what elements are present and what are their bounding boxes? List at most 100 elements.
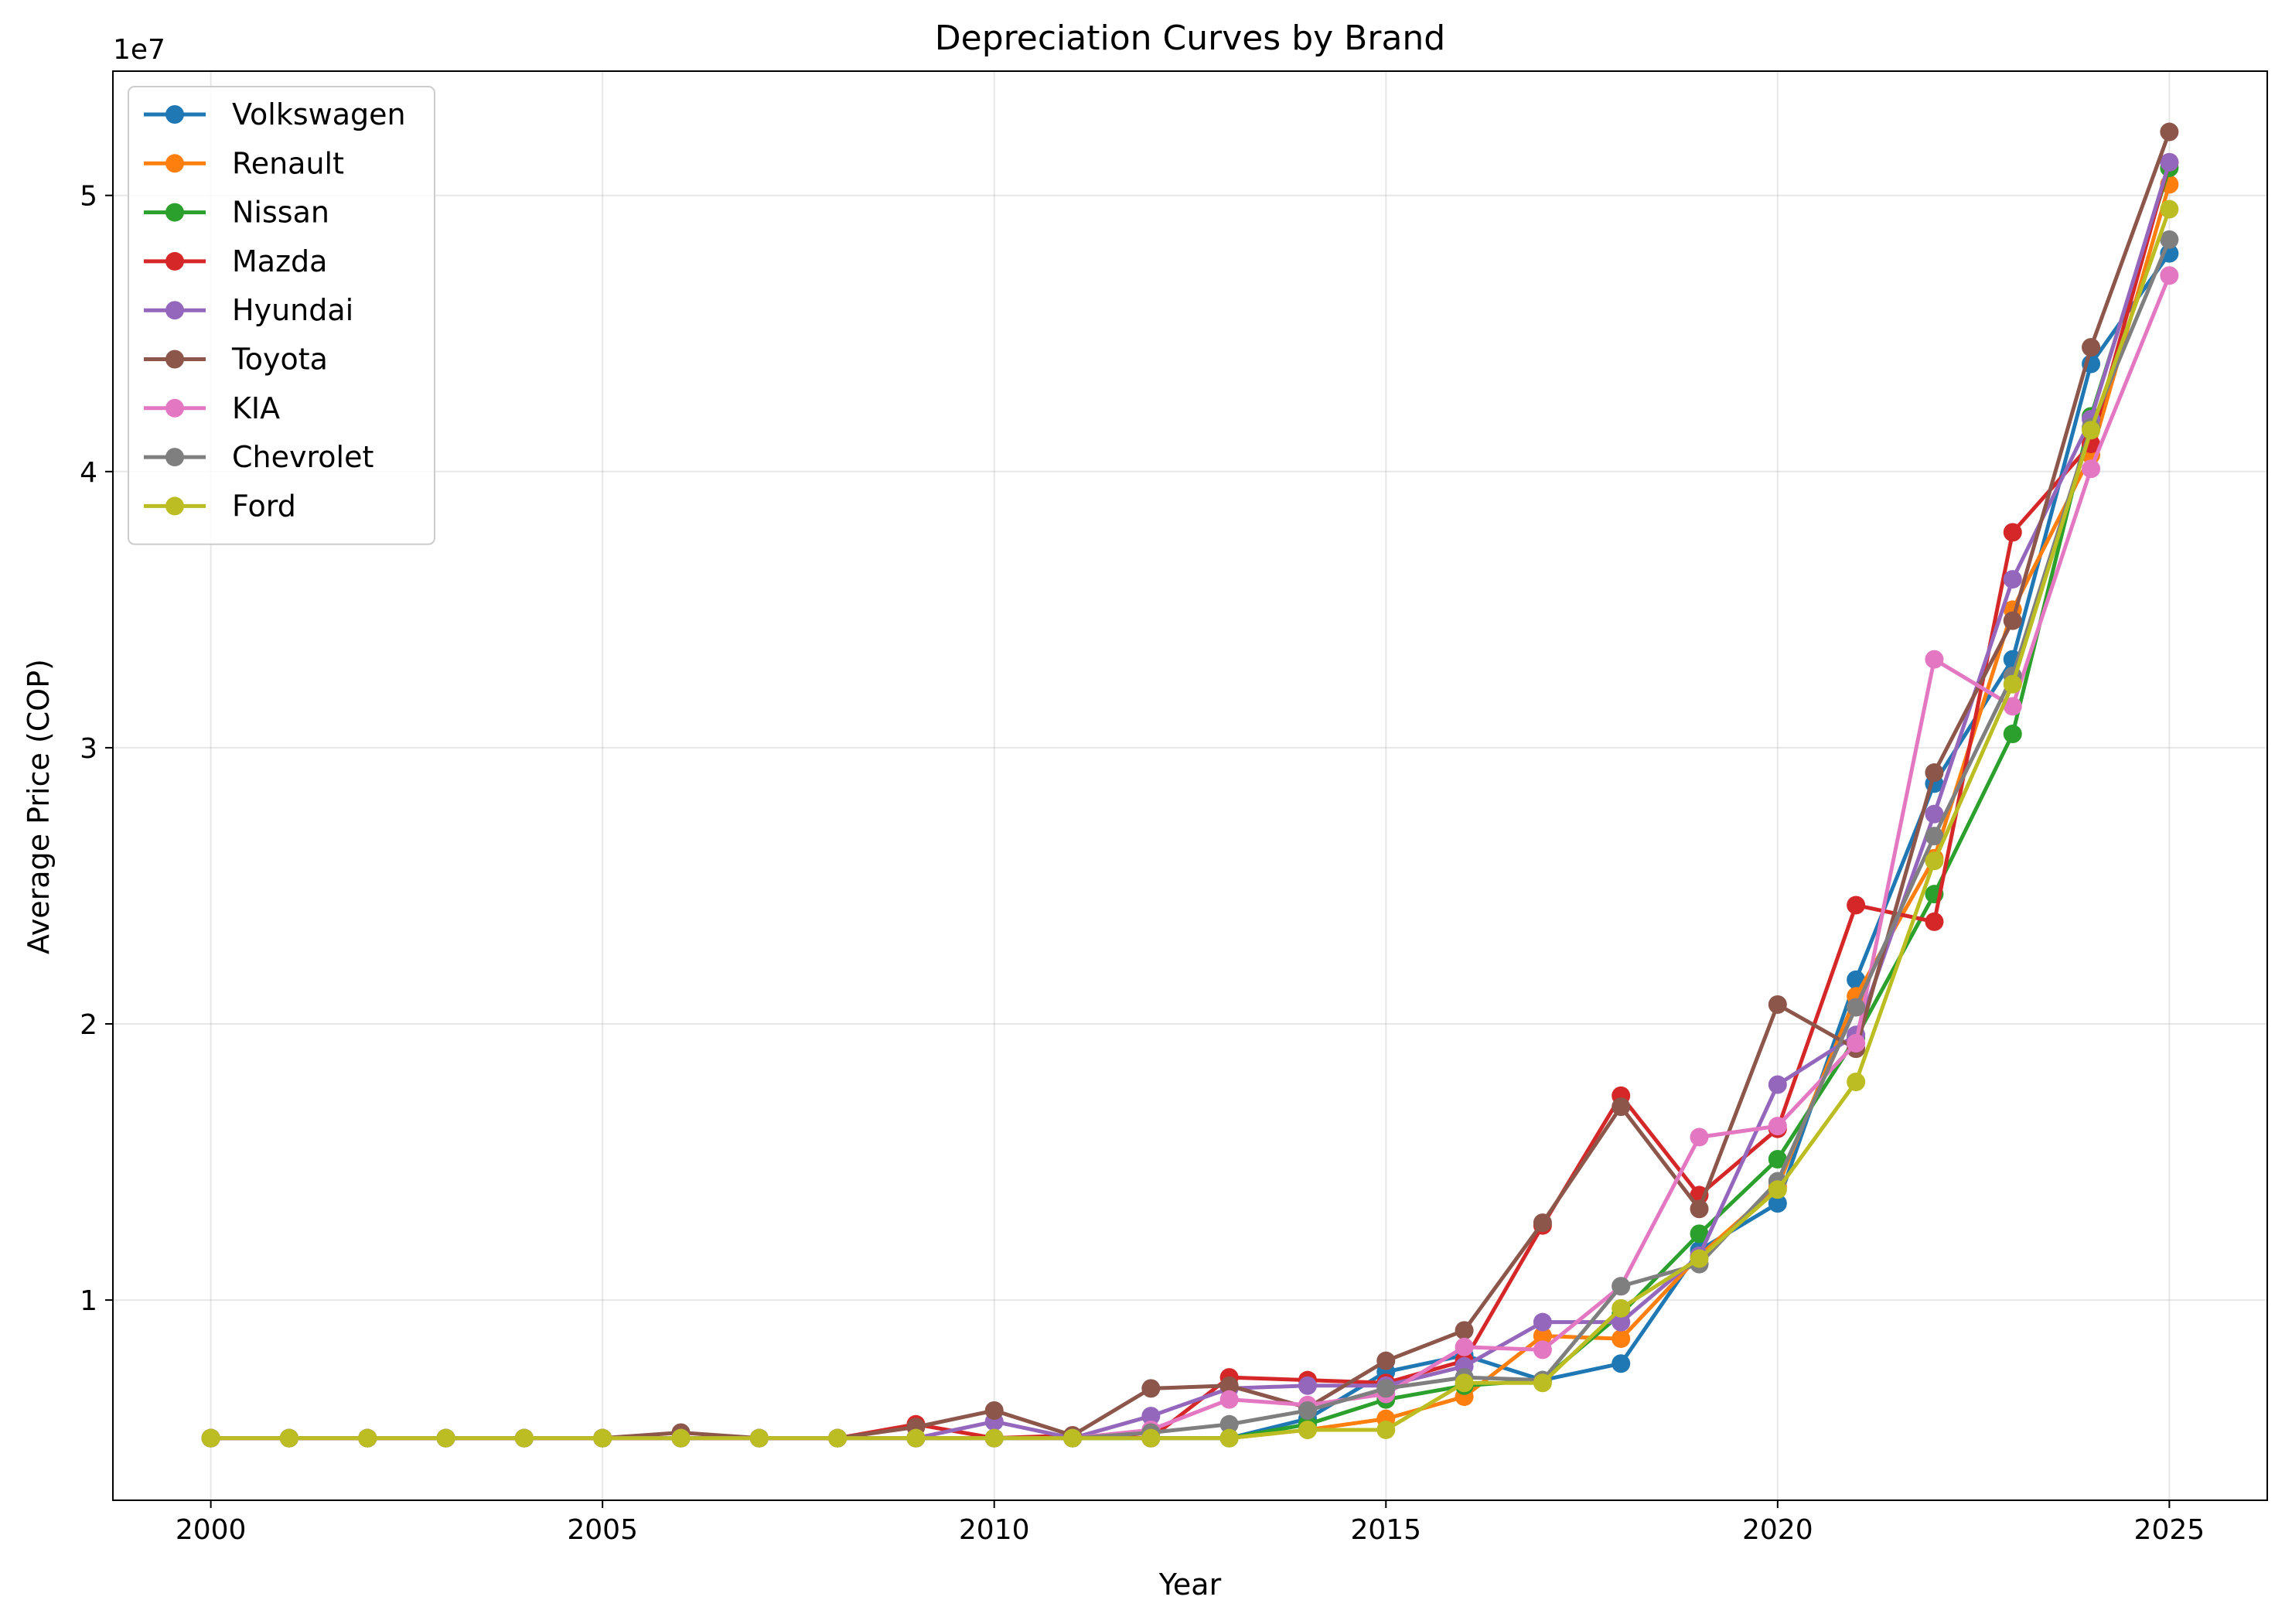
y-tick-label: 3 [80,733,97,765]
data-point-ford [1690,1249,1709,1268]
data-point-kia [1533,1340,1552,1360]
data-point-toyota [1455,1321,1474,1340]
data-point-kia [2082,459,2101,479]
data-point-chevrolet [1847,998,1866,1017]
data-point-chevrolet [1298,1401,1317,1420]
legend-item-renault: Renault [144,146,344,180]
series-line-ford [210,208,2171,1441]
data-point-kia [1925,650,1944,669]
data-point-kia [1219,1390,1239,1409]
data-point-toyota [1219,1376,1239,1395]
data-point-toyota [2160,122,2179,142]
axis-ticks: 2000 2005 2010 2015 2020 2025 1 2 3 4 5 [80,181,2205,1546]
legend-marker [165,448,184,467]
data-point-ford [828,1428,848,1448]
data-point-ford [2003,674,2022,694]
x-tick-label: 2005 [567,1514,638,1546]
chart-title: Depreciation Curves by Brand [935,19,1445,58]
data-point-volkswagen [1612,1354,1631,1373]
data-point-ford [1612,1298,1631,1318]
y-offset-label: 1e7 [113,34,165,66]
legend-label: Hyundai [232,293,353,327]
legend-marker [165,105,184,124]
data-point-ford [1063,1428,1083,1448]
data-point-toyota [2082,338,2101,357]
legend-item-nissan: Nissan [144,196,329,230]
data-point-chevrolet [1612,1277,1631,1296]
legend-label: Ford [232,489,296,523]
data-point-hyundai [1768,1075,1787,1094]
data-point-ford [906,1428,926,1448]
legend-marker [165,350,184,369]
series-lines [201,122,2179,1448]
data-point-ford [1847,1072,1866,1091]
data-point-ford [984,1428,1004,1448]
data-point-ford [1141,1428,1161,1448]
data-point-hyundai [1298,1376,1317,1395]
legend-item-chevrolet: Chevrolet [144,440,373,474]
y-tick-label: 4 [80,457,97,489]
data-point-mazda [2003,523,2022,542]
legend-marker [165,203,184,222]
y-tick-label: 5 [80,181,97,213]
data-point-ford [1533,1373,1552,1393]
legend-marker [165,154,184,173]
data-point-ford [593,1428,612,1448]
legend-label: Nissan [232,196,329,230]
data-point-ford [1376,1420,1396,1439]
data-point-chevrolet [1376,1379,1396,1398]
y-tick-label: 1 [80,1285,97,1317]
data-point-kia [2160,266,2179,285]
data-point-nissan [1690,1224,1709,1244]
legend-item-mazda: Mazda [144,244,327,278]
data-point-ford [1925,851,1944,871]
x-tick-label: 2000 [176,1514,247,1546]
data-point-ford [201,1428,220,1448]
legend-label: Chevrolet [232,440,373,474]
x-tick-label: 2025 [2134,1514,2205,1546]
plot-frame [112,70,2268,1501]
y-axis-label: Average Price (COP) [22,659,56,954]
data-point-toyota [1141,1379,1161,1398]
legend-marker [165,496,184,516]
data-point-hyundai [1612,1312,1631,1332]
data-point-toyota [1690,1199,1709,1219]
data-point-mazda [1847,896,1866,915]
data-point-ford [358,1428,377,1448]
data-point-ford [514,1428,534,1448]
legend-label: Renault [232,146,344,180]
x-tick-label: 2015 [1350,1514,1421,1546]
data-point-nissan [1768,1149,1787,1169]
data-point-toyota [2003,611,2022,630]
data-point-toyota [1768,995,1787,1015]
data-point-ford [1768,1180,1787,1199]
legend-item-hyundai: Hyundai [144,293,353,327]
legend-marker [165,398,184,418]
legend: Volkswagen Renault Nissan Mazda Hyundai Toyot… [128,86,435,545]
data-point-ford [2082,421,2101,440]
data-point-volkswagen [1768,1194,1787,1213]
x-axis-label: Year [1158,1568,1222,1602]
legend-box [128,86,435,545]
data-point-hyundai [1925,804,1944,824]
data-point-hyundai [2003,570,2022,589]
data-point-renault [1612,1329,1631,1349]
data-point-kia [1690,1128,1709,1147]
x-tick-label: 2010 [959,1514,1030,1546]
data-point-ford [749,1428,769,1448]
data-point-toyota [1533,1213,1552,1233]
data-point-kia [1768,1117,1787,1136]
data-point-mazda [1925,912,1944,931]
data-point-kia [1847,1033,1866,1053]
legend-marker [165,301,184,320]
legend-label: Mazda [232,244,327,278]
data-point-ford [1455,1373,1474,1393]
data-point-hyundai [1533,1312,1552,1332]
grid [113,71,2267,1500]
data-point-kia [1455,1337,1474,1356]
data-point-hyundai [1141,1407,1161,1426]
legend-label: Volkswagen [232,97,406,131]
data-point-nissan [2003,725,2022,744]
data-point-ford [279,1428,298,1448]
